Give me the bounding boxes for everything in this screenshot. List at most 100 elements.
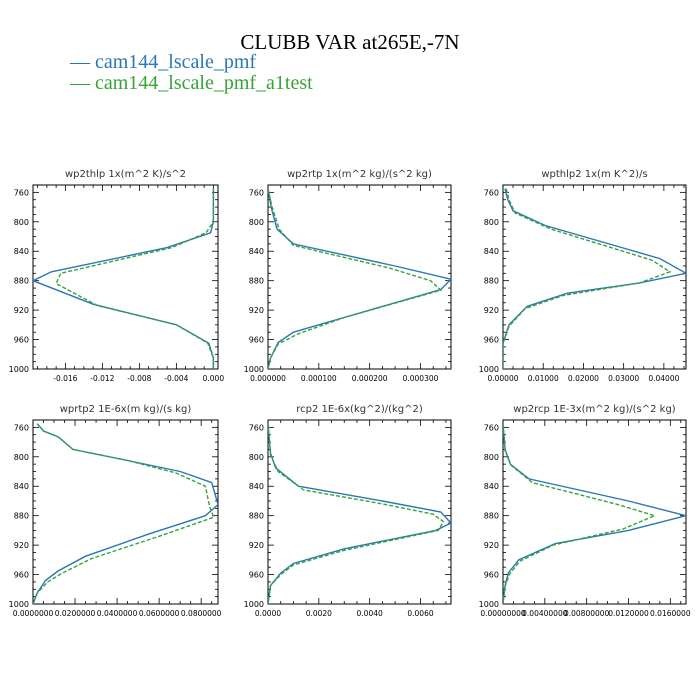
y-tick-label: 800 bbox=[249, 453, 264, 462]
y-tick-label: 760 bbox=[484, 423, 499, 432]
series-line-a1test bbox=[268, 423, 445, 604]
x-tick-label: 0.0020 bbox=[306, 609, 332, 618]
series-line-pmf bbox=[33, 423, 218, 604]
panel-title: wp2rcp 1E-3x(m^2 kg)/(s^2 kg) bbox=[513, 404, 676, 415]
x-tick-label: 0.0800000 bbox=[181, 609, 222, 618]
x-tick-label: 0.00800000 bbox=[564, 609, 610, 618]
panel-5: rcp2 1E-6x(kg^2)/(kg^2) 760 800 840 880 920 96… bbox=[244, 404, 452, 618]
y-tick-label: 920 bbox=[14, 541, 29, 550]
x-tick-label: 0.0000 bbox=[255, 609, 281, 618]
x-tick-label: 0.000 bbox=[203, 374, 225, 383]
panel-3: wpthlp2 1x(m K^2)/s 760 800 840 880 920 960 100… bbox=[479, 169, 687, 383]
y-tick-label: 800 bbox=[249, 218, 264, 227]
y-tick-label: 800 bbox=[14, 218, 29, 227]
series-line-pmf bbox=[33, 188, 215, 369]
y-tick-label: 800 bbox=[484, 453, 499, 462]
plot-frame bbox=[502, 419, 687, 605]
legend-entry-a1test: — cam144_lscale_pmf_a1test bbox=[70, 72, 313, 94]
y-tick-label: 880 bbox=[14, 512, 29, 521]
x-tick-label: 0.000200 bbox=[352, 374, 388, 383]
y-tick-label: 1000 bbox=[244, 365, 264, 374]
y-tick-label: 1000 bbox=[479, 365, 499, 374]
y-tick-label: 760 bbox=[249, 188, 264, 197]
plot-frame bbox=[267, 419, 452, 605]
x-tick-label: 0.0040 bbox=[357, 609, 383, 618]
y-tick-label: 960 bbox=[484, 571, 499, 580]
x-tick-label: -0.016 bbox=[53, 374, 77, 383]
plot-frame bbox=[267, 184, 452, 370]
x-tick-label: 0.0120000 bbox=[608, 609, 649, 618]
panel-title: wp2rtp 1x(m^2 kg)/(s^2 kg) bbox=[287, 169, 432, 180]
legend-entry-pmf: — cam144_lscale_pmf bbox=[70, 51, 257, 73]
y-tick-label: 760 bbox=[249, 423, 264, 432]
x-tick-label: 0.0060 bbox=[407, 609, 433, 618]
y-tick-label: 920 bbox=[484, 306, 499, 315]
y-tick-label: 960 bbox=[249, 336, 264, 345]
panel-title: wprtp2 1E-6x(m kg)/(s kg) bbox=[60, 404, 192, 415]
y-tick-label: 960 bbox=[249, 571, 264, 580]
x-tick-label: 0.00000 bbox=[487, 374, 518, 383]
series-line-pmf bbox=[268, 423, 451, 604]
series-line-a1test bbox=[55, 188, 215, 369]
panel-6: wp2rcp 1E-3x(m^2 kg)/(s^2 kg) 760 800 840 88… bbox=[479, 404, 691, 618]
figure-title: CLUBB VAR at265E,-7N bbox=[240, 30, 460, 54]
y-tick-label: 1000 bbox=[9, 365, 29, 374]
y-tick-label: 760 bbox=[14, 188, 29, 197]
x-tick-label: 0.00000000 bbox=[480, 609, 526, 618]
panel-title: rcp2 1E-6x(kg^2)/(kg^2) bbox=[296, 404, 423, 415]
x-tick-label: 0.0000000 bbox=[13, 609, 54, 618]
x-tick-label: 0.0160000 bbox=[650, 609, 691, 618]
y-tick-label: 960 bbox=[14, 571, 29, 580]
panel-title: wp2thlp 1x(m^2 K)/s^2 bbox=[65, 169, 186, 180]
y-tick-label: 920 bbox=[14, 306, 29, 315]
y-tick-label: 960 bbox=[14, 336, 29, 345]
series-line-a1test bbox=[503, 188, 672, 369]
x-tick-label: 0.01000 bbox=[528, 374, 559, 383]
y-tick-label: 840 bbox=[249, 247, 264, 256]
x-tick-label: -0.008 bbox=[127, 374, 151, 383]
panel-2: wp2rtp 1x(m^2 kg)/(s^2 kg) 760 800 840 880 92… bbox=[244, 169, 452, 383]
panel-1: wp2thlp 1x(m^2 K)/s^2 760 800 840 880 920 960 1… bbox=[9, 169, 225, 383]
y-tick-label: 800 bbox=[484, 218, 499, 227]
y-tick-label: 760 bbox=[484, 188, 499, 197]
x-tick-label: 0.03000 bbox=[608, 374, 639, 383]
series-line-pmf bbox=[503, 423, 686, 604]
panel-title: wpthlp2 1x(m K^2)/s bbox=[541, 169, 647, 180]
y-tick-label: 920 bbox=[249, 541, 264, 550]
x-tick-label: 0.02000 bbox=[568, 374, 599, 383]
y-tick-label: 760 bbox=[14, 423, 29, 432]
panel-4: wprtp2 1E-6x(m kg)/(s kg) 760 800 840 880 920… bbox=[9, 404, 222, 618]
series-line-a1test bbox=[33, 423, 215, 604]
x-tick-label: -0.012 bbox=[90, 374, 114, 383]
y-tick-label: 840 bbox=[249, 482, 264, 491]
y-tick-label: 920 bbox=[484, 541, 499, 550]
y-tick-label: 1000 bbox=[479, 600, 499, 609]
x-tick-label: 0.000300 bbox=[403, 374, 439, 383]
y-tick-label: 840 bbox=[484, 247, 499, 256]
y-tick-label: 840 bbox=[14, 482, 29, 491]
x-tick-label: 0.04000 bbox=[648, 374, 679, 383]
plot-frame bbox=[32, 419, 219, 605]
x-tick-label: -0.004 bbox=[164, 374, 188, 383]
y-tick-label: 880 bbox=[249, 277, 264, 286]
plot-frame bbox=[502, 184, 687, 370]
y-tick-label: 920 bbox=[249, 306, 264, 315]
y-tick-label: 880 bbox=[484, 277, 499, 286]
y-tick-label: 880 bbox=[249, 512, 264, 521]
x-tick-label: 0.000100 bbox=[301, 374, 337, 383]
y-tick-label: 880 bbox=[14, 277, 29, 286]
series-line-a1test bbox=[503, 423, 657, 604]
y-tick-label: 840 bbox=[484, 482, 499, 491]
y-tick-label: 960 bbox=[484, 336, 499, 345]
y-tick-label: 840 bbox=[14, 247, 29, 256]
x-tick-label: 0.0200000 bbox=[55, 609, 96, 618]
y-tick-label: 880 bbox=[484, 512, 499, 521]
x-tick-label: 0.0400000 bbox=[97, 609, 138, 618]
x-tick-label: 0.00400000 bbox=[522, 609, 568, 618]
y-tick-label: 800 bbox=[14, 453, 29, 462]
series-line-a1test bbox=[268, 188, 443, 369]
x-tick-label: 0.0600000 bbox=[139, 609, 180, 618]
y-tick-label: 1000 bbox=[9, 600, 29, 609]
